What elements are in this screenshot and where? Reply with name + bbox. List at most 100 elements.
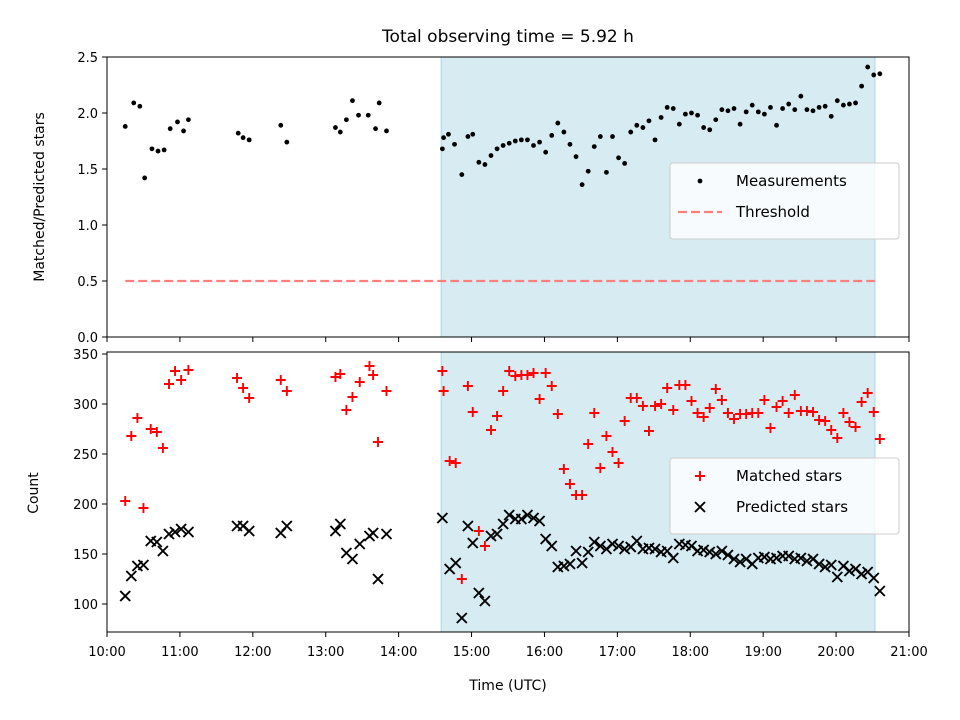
matched-star-point	[534, 394, 545, 404]
measurement-point	[531, 143, 536, 148]
bottom-y-axis-label: Count	[26, 472, 42, 514]
matched-star-point	[479, 541, 490, 551]
x-tick-label: 20:00	[817, 645, 854, 660]
matched-star-point	[372, 437, 383, 447]
matched-star-point	[801, 406, 812, 416]
measurement-point	[343, 117, 349, 123]
measurement-point	[365, 112, 371, 118]
matched-star-point	[637, 401, 648, 411]
matched-star-point	[643, 426, 654, 436]
measurement-point	[142, 175, 148, 181]
measurement-point	[877, 71, 883, 77]
predicted-star-point	[243, 525, 255, 537]
measurement-point	[755, 109, 761, 115]
measurement-point	[664, 105, 670, 110]
predicted-star-point	[334, 518, 346, 530]
measurement-point	[695, 112, 700, 118]
matched-star-point	[552, 409, 563, 419]
predicted-star-point	[758, 551, 771, 563]
predicted-star-point	[770, 552, 783, 564]
measurement-point	[452, 141, 457, 147]
predicted-star-point	[119, 590, 131, 602]
measurement-point	[155, 148, 161, 154]
predicted-star-point	[367, 527, 379, 539]
predicted-star-point	[874, 585, 886, 597]
measurement-point	[737, 121, 743, 127]
top-y-tick-label: 2.5	[77, 51, 98, 66]
predicted-star-point	[801, 555, 813, 567]
measurement-point	[865, 64, 871, 70]
bottom-y-tick-label: 100	[73, 598, 98, 613]
matched-star-point	[364, 361, 375, 371]
bottom-series-predicted-stars	[119, 509, 886, 624]
measurement-point	[585, 168, 591, 174]
predicted-star-point	[546, 540, 558, 552]
predicted-star-point	[868, 572, 880, 584]
predicted-star-point	[649, 543, 661, 555]
predicted-star-point	[710, 548, 722, 560]
predicted-star-point	[606, 538, 619, 550]
bottom-y-tick-label: 250	[73, 448, 98, 463]
matched-star-point	[753, 408, 764, 418]
measurement-point	[597, 134, 603, 139]
measurement-point	[278, 122, 284, 128]
measurement-point	[798, 93, 804, 99]
matched-star-point	[814, 415, 825, 425]
matched-star-point	[341, 405, 352, 415]
predicted-star-point	[819, 561, 831, 573]
matched-star-point	[546, 381, 557, 391]
measurement-point	[628, 129, 634, 135]
predicted-star-point	[594, 540, 607, 552]
matched-star-point	[710, 384, 721, 394]
matched-star-point	[238, 383, 249, 393]
measurement-point	[634, 122, 640, 128]
legend-label: Measurements	[736, 172, 847, 190]
matched-star-point	[498, 386, 509, 396]
matched-star-point	[808, 407, 819, 417]
x-tick-label: 14:00	[380, 645, 417, 660]
matched-star-point	[456, 574, 467, 584]
measurement-point	[780, 106, 786, 111]
predicted-star-point	[372, 573, 384, 585]
measurement-point	[774, 122, 779, 128]
predicted-star-point	[813, 558, 825, 570]
top-legend: Measurements Threshold	[669, 162, 900, 240]
measurement-point	[543, 149, 549, 155]
matched-star-point	[692, 408, 703, 418]
predicted-star-point	[137, 559, 150, 571]
matched-star-point	[832, 433, 843, 443]
measurement-point	[604, 169, 609, 175]
matched-star-point	[176, 375, 187, 385]
predicted-star-point	[576, 557, 588, 569]
measurement-point	[573, 154, 579, 160]
predicted-star-point	[722, 549, 734, 561]
measurement-point	[518, 137, 524, 143]
measurement-point	[646, 118, 652, 124]
legend-box	[669, 162, 900, 240]
measurement-point	[376, 100, 382, 106]
matched-star-point	[820, 416, 831, 426]
measurement-point	[816, 105, 822, 110]
matched-star-point	[613, 458, 624, 468]
matched-star-point	[437, 366, 448, 376]
matched-star-point	[601, 431, 612, 441]
matched-star-point	[589, 408, 600, 418]
matched-star-point	[335, 369, 346, 379]
predicted-star-point	[667, 552, 679, 564]
predicted-star-point	[163, 528, 175, 540]
measurement-point	[567, 141, 573, 147]
measurement-point	[131, 100, 137, 106]
predicted-star-point	[843, 565, 856, 577]
predicted-star-point	[157, 545, 169, 557]
matched-star-point	[631, 393, 642, 403]
measurement-point	[768, 105, 773, 110]
matched-star-point	[275, 375, 286, 385]
matched-star-point	[126, 431, 137, 441]
matched-star-point	[838, 408, 849, 418]
bottom-y-tick-label: 150	[73, 548, 98, 563]
predicted-star-point	[612, 540, 625, 552]
matched-star-point	[120, 496, 131, 506]
bottom-y-tick-label: 200	[73, 498, 98, 513]
matched-star-point	[662, 383, 673, 393]
x-tick-label: 10:00	[88, 645, 125, 660]
